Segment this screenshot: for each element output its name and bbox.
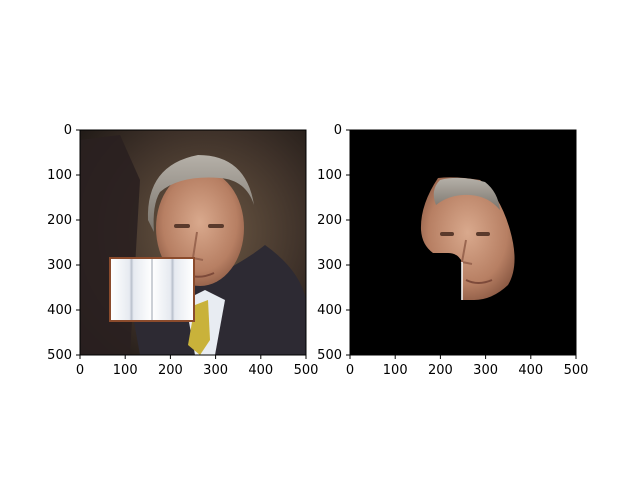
x-tick-label: 200 xyxy=(428,363,453,378)
y-tick-label: 100 xyxy=(317,168,342,183)
x-tick-label: 500 xyxy=(294,363,319,378)
left-panel: 0 100 200 300 400 500 0 100 200 300 400 500 xyxy=(47,123,318,378)
y-tick-label: 100 xyxy=(47,168,72,183)
y-tick-label: 0 xyxy=(334,123,342,138)
right-image xyxy=(350,130,576,355)
x-tick-label: 400 xyxy=(518,363,543,378)
x-tick-label: 300 xyxy=(473,363,498,378)
x-tick-label: 300 xyxy=(203,363,228,378)
book-overlay xyxy=(109,257,195,322)
y-tick-label: 0 xyxy=(64,123,72,138)
y-tick-label: 300 xyxy=(47,258,72,273)
face-segment xyxy=(420,177,515,300)
y-tick-label: 200 xyxy=(317,213,342,228)
x-tick-label: 0 xyxy=(346,363,354,378)
right-panel: 0 100 200 300 400 500 0 100 200 300 400 500 xyxy=(317,123,588,378)
y-tick-label: 200 xyxy=(47,213,72,228)
x-tick-label: 200 xyxy=(158,363,183,378)
x-tick-label: 100 xyxy=(113,363,138,378)
y-tick-label: 400 xyxy=(317,303,342,318)
x-tick-label: 0 xyxy=(76,363,84,378)
y-tick-label: 300 xyxy=(317,258,342,273)
left-axis-ticks: 0 100 200 300 400 500 0 100 200 300 400 500 xyxy=(47,123,318,378)
x-tick-label: 400 xyxy=(248,363,273,378)
left-image xyxy=(80,130,306,355)
y-tick-label: 500 xyxy=(47,348,72,363)
y-tick-label: 500 xyxy=(317,348,342,363)
right-axes-frame xyxy=(349,129,577,356)
right-axis-ticks: 0 100 200 300 400 500 0 100 200 300 400 500 xyxy=(317,123,588,378)
x-tick-label: 100 xyxy=(383,363,408,378)
left-axes-frame xyxy=(79,129,307,356)
y-tick-label: 400 xyxy=(47,303,72,318)
x-tick-label: 500 xyxy=(564,363,589,378)
